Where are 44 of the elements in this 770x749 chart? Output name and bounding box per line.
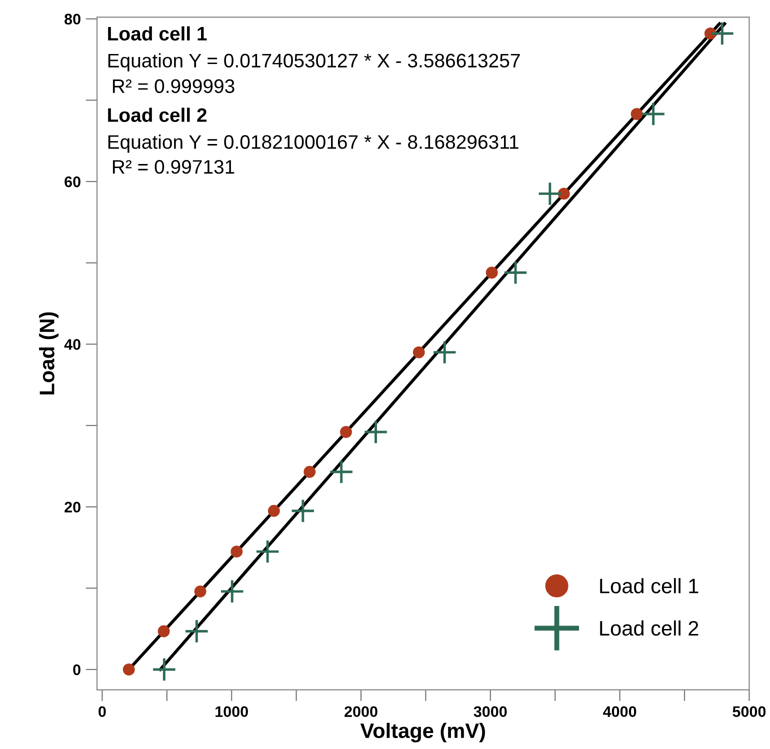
x-axis-title: Voltage (mV) — [360, 722, 485, 742]
point — [122, 664, 135, 676]
point — [153, 658, 176, 681]
point — [330, 460, 352, 483]
y-tick-label: 40 — [64, 339, 80, 350]
point — [340, 426, 352, 438]
y-tick-label: 60 — [64, 176, 80, 188]
y-axis-title: Load (N) — [39, 312, 58, 394]
annotation: Equation Y = 0.01821000167 * X - 8.168296311 — [108, 134, 518, 153]
point — [268, 504, 280, 517]
annotation: Load cell 2 — [108, 108, 207, 122]
x-tick-label: 4000 — [603, 706, 636, 718]
annotation: R² = 0.999993 — [112, 79, 234, 94]
point — [230, 546, 243, 558]
legend-label: Load cell 2 — [600, 620, 698, 636]
y-tick-label: 20 — [64, 502, 80, 513]
y-tick-label: 0 — [73, 664, 80, 676]
point — [221, 580, 244, 603]
point — [158, 625, 170, 638]
point — [558, 188, 570, 200]
x-tick-label: 5000 — [732, 706, 766, 718]
x-tick-label: 2000 — [344, 706, 378, 718]
point — [292, 500, 314, 522]
point — [433, 341, 456, 364]
point — [486, 266, 498, 279]
point — [538, 182, 562, 205]
point — [256, 540, 279, 563]
point — [412, 346, 425, 358]
point — [630, 108, 643, 120]
x-tick-label: 3000 — [474, 706, 507, 718]
point — [711, 22, 734, 45]
point — [642, 102, 664, 126]
point — [186, 620, 208, 642]
annotation: Equation Y = 0.01740530127 * X - 3.586613257 — [108, 53, 520, 72]
x-tick-label: 0 — [98, 706, 106, 718]
point — [304, 466, 316, 478]
point — [364, 420, 387, 444]
y-tick-label: 80 — [64, 14, 80, 25]
annotation: Load cell 1 — [108, 26, 207, 41]
legend-label: Load cell 1 — [600, 578, 698, 594]
point — [194, 585, 206, 598]
x-tick-label: 1000 — [216, 706, 248, 718]
annotation: R² = 0.997131 — [112, 160, 234, 174]
point — [504, 261, 527, 284]
